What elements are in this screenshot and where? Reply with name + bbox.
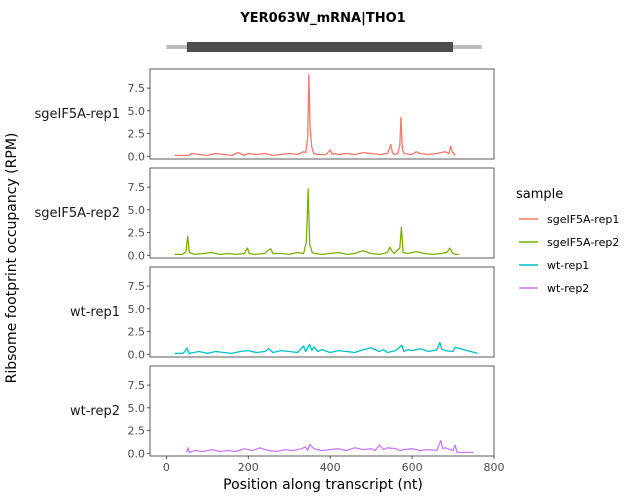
y-tick-label: 2.5 <box>128 227 146 240</box>
legend-label: sgeIF5A-rep1 <box>547 213 619 226</box>
panel-sgeIF5A-rep2: 0.0 2.5 5.0 7.5 sgeIF5A-rep2 <box>35 167 495 262</box>
panel-border <box>149 68 495 160</box>
series-line-wt-rep1 <box>174 341 478 355</box>
panel-border <box>149 365 495 457</box>
series-line-sgeIF5A-rep2 <box>174 188 460 256</box>
x-tick-label: 400 <box>320 461 341 474</box>
x-tick-label: 600 <box>402 461 423 474</box>
legend-label: sgeIF5A-rep2 <box>547 236 619 249</box>
gene-model <box>166 42 482 52</box>
y-tick-label: 7.5 <box>128 280 146 293</box>
y-tick-label: 2.5 <box>128 326 146 339</box>
panel-border <box>149 167 495 259</box>
facet-label: wt-rep2 <box>70 404 120 419</box>
x-tick-label: 0 <box>163 461 170 474</box>
facet-label: wt-rep1 <box>70 305 120 320</box>
y-axis-label: Ribsome footprint occupancy (RPM) <box>4 133 20 384</box>
panel-wt-rep2: 0.0 2.5 5.0 7.5 wt-rep2 <box>70 365 495 460</box>
facet-panels: 0.0 2.5 5.0 7.5 sgeIF5A-rep1 0.0 2.5 5.0 7.5 sgeI… <box>35 68 495 460</box>
x-tick-label: 200 <box>238 461 259 474</box>
y-tick-label: 0.0 <box>128 249 146 262</box>
series-line-wt-rep2 <box>186 439 474 454</box>
y-tick-label: 5.0 <box>128 105 146 118</box>
y-tick-label: 0.0 <box>128 348 146 361</box>
panel-wt-rep1: 0.0 2.5 5.0 7.5 wt-rep1 <box>70 266 495 361</box>
cds-box <box>186 42 454 52</box>
facet-label: sgeIF5A-rep2 <box>35 206 120 221</box>
chart-title: YER063W_mRNA|THO1 <box>239 11 405 26</box>
x-axis: 0 200 400 600 800 <box>163 456 505 474</box>
y-tick-label: 0.0 <box>128 150 146 163</box>
y-tick-label: 7.5 <box>128 181 146 194</box>
y-tick-label: 5.0 <box>128 402 146 415</box>
y-tick-label: 5.0 <box>128 204 146 217</box>
y-tick-label: 5.0 <box>128 303 146 316</box>
legend: sample sgeIF5A-rep1 sgeIF5A-rep2 wt-rep1 wt… <box>516 187 619 295</box>
panel-sgeIF5A-rep1: 0.0 2.5 5.0 7.5 sgeIF5A-rep1 <box>35 68 495 163</box>
y-tick-label: 7.5 <box>128 82 146 95</box>
y-tick-label: 0.0 <box>128 447 146 460</box>
legend-label: wt-rep1 <box>547 259 589 272</box>
y-tick-label: 2.5 <box>128 425 146 438</box>
series-line-sgeIF5A-rep1 <box>174 73 456 157</box>
panel-border <box>149 266 495 358</box>
x-axis-label: Position along transcript (nt) <box>223 477 423 493</box>
legend-title: sample <box>516 187 563 202</box>
y-tick-label: 2.5 <box>128 128 146 141</box>
y-tick-label: 7.5 <box>128 379 146 392</box>
x-tick-label: 800 <box>484 461 505 474</box>
facet-label: sgeIF5A-rep1 <box>35 107 120 122</box>
legend-label: wt-rep2 <box>547 282 589 295</box>
